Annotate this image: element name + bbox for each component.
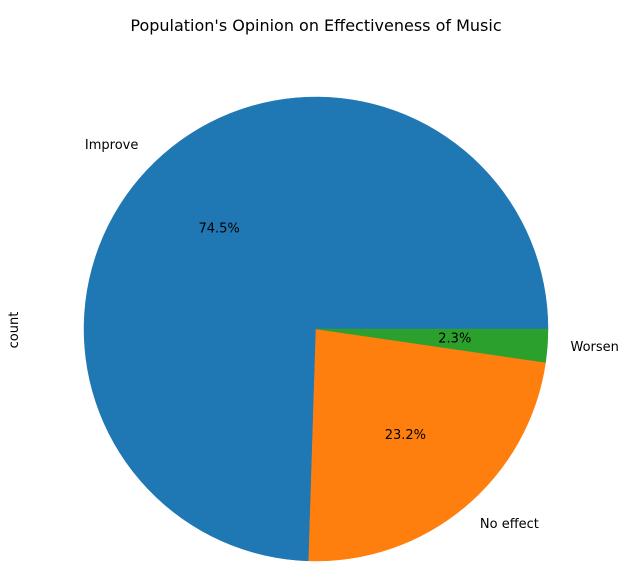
percent-label-worsen: 2.3% <box>438 332 471 347</box>
pie-labels: Improve 74.5% No effect 23.2% Worsen 2.3% <box>85 138 619 532</box>
slice-label-improve: Improve <box>85 138 138 153</box>
slice-label-worsen: Worsen <box>571 340 619 355</box>
y-axis-label: count <box>7 312 22 349</box>
percent-label-improve: 74.5% <box>198 222 239 237</box>
slice-label-no-effect: No effect <box>480 517 539 532</box>
pie-slice-no-effect <box>308 328 546 562</box>
percent-label-no-effect: 23.2% <box>385 428 426 443</box>
pie-slice-worsen <box>315 328 549 363</box>
chart-title: Population's Opinion on Effectiveness of… <box>130 16 501 35</box>
pie-slices <box>83 96 549 562</box>
